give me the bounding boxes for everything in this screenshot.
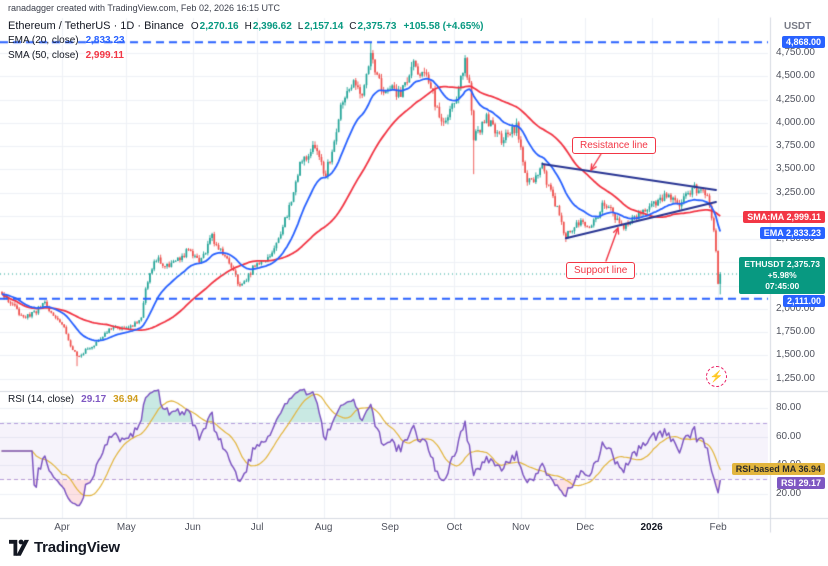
rsi-legend-row[interactable]: RSI (14, close) 29.17 36.94 [8, 394, 138, 405]
last-price-badge-countdown: 07:45:00 [765, 281, 800, 291]
rsi-badge: RSI 29.17 [776, 477, 825, 489]
rsi-ma-badge: RSI-based MA 36.94 [731, 463, 825, 475]
tradingview-logo[interactable]: TradingView [9, 539, 120, 556]
ohlc-key: C [349, 21, 357, 32]
price-change: +105.58 (+4.65%) [403, 21, 484, 32]
ohlc-item: H 2,396.62 [245, 21, 292, 32]
resistance-line-label[interactable]: Resistance line [572, 137, 656, 154]
ohlc-key: H [244, 21, 252, 32]
price-axis-currency: USDT [784, 21, 812, 32]
ohlc-key: L [297, 21, 304, 32]
last-price-badge-symbol: ETHUSDT 2,375.73 [744, 259, 820, 269]
ohlc-item: O 2,270.16 [191, 21, 239, 32]
ohlc-values: O 2,270.16 H 2,396.62 L 2,157.14 C 2,375.73 [191, 21, 397, 32]
ohlc-value: 2,396.62 [252, 21, 292, 32]
main-legend: Ethereum / TetherUS · 1D · Binance O 2,27… [8, 20, 484, 65]
ohlc-key: O [190, 21, 199, 32]
sma-label: SMA (50, close) [8, 50, 79, 61]
ema-price-badge: EMA 2,833.23 [759, 227, 825, 239]
level-badge-2111: 2,111.00 [782, 295, 825, 307]
ohlc-value: 2,157.14 [304, 21, 344, 32]
ema-value: 2,833.23 [85, 35, 125, 46]
sma-price-badge: SMA:MA 2,999.11 [743, 211, 825, 223]
ohlc-value: 2,270.16 [199, 21, 239, 32]
sma-value: 2,999.11 [85, 50, 124, 61]
ohlc-value: 2,375.73 [357, 21, 397, 32]
support-line-label[interactable]: Support line [566, 262, 636, 279]
rsi-value: 29.17 [81, 394, 107, 405]
flash-icon[interactable]: ⚡ [706, 366, 727, 387]
ema-legend-row[interactable]: EMA (20, close) 2,833.23 [8, 35, 484, 50]
tradingview-logo-icon [9, 539, 29, 556]
level-badge-4868: 4,868.00 [781, 36, 825, 48]
last-price-badge: ETHUSDT 2,375.73 +5.98% 07:45:00 [739, 257, 825, 294]
ohlc-item: L 2,157.14 [298, 21, 344, 32]
ohlc-item: C 2,375.73 [349, 21, 396, 32]
rsi-ma-value: 36.94 [113, 394, 139, 405]
symbol-legend-row[interactable]: Ethereum / TetherUS · 1D · Binance O 2,27… [8, 20, 484, 35]
tradingview-logo-text: TradingView [34, 539, 120, 556]
ema-label: EMA (20, close) [8, 35, 79, 46]
last-price-badge-change: +5.98% [767, 270, 797, 280]
watermark: ranadagger created with TradingView.com,… [8, 3, 280, 13]
sma-legend-row[interactable]: SMA (50, close) 2,999.11 [8, 50, 484, 65]
symbol-title[interactable]: Ethereum / TetherUS · 1D · Binance [8, 20, 184, 32]
rsi-label: RSI (14, close) [8, 394, 75, 405]
